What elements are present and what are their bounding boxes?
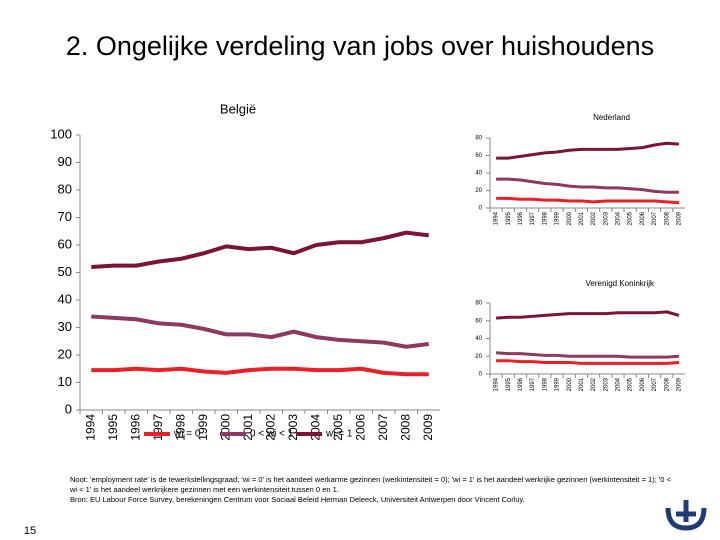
y-tick-label: 60 xyxy=(475,318,482,324)
y-tick-label: 70 xyxy=(58,209,72,224)
series-line xyxy=(91,366,429,377)
y-tick-label: 80 xyxy=(475,301,482,307)
x-tick-label: 1995 xyxy=(106,414,120,441)
x-tick-label: 1997 xyxy=(151,414,165,441)
x-tick-label: 1994 xyxy=(494,377,500,391)
y-tick-label: 30 xyxy=(58,319,72,334)
x-tick-label: 1997 xyxy=(530,377,536,391)
x-tick-label: 2003 xyxy=(603,377,609,391)
logo xyxy=(676,500,696,522)
x-tick-label: 1994 xyxy=(494,211,500,225)
x-tick-label: 2002 xyxy=(591,377,597,391)
series-line xyxy=(496,177,679,194)
y-tick-label: 40 xyxy=(475,336,482,342)
x-tick-label: 2009 xyxy=(676,377,682,391)
series-line xyxy=(496,196,680,205)
x-tick-label: 2008 xyxy=(398,414,412,441)
x-tick-label: 2003 xyxy=(603,211,609,225)
x-tick-label: 2007 xyxy=(652,211,658,225)
x-tick-label: 2007 xyxy=(376,414,390,441)
chart-title: België xyxy=(220,101,256,116)
x-tick-label: 2000 xyxy=(567,377,573,391)
x-tick-label: 2002 xyxy=(591,211,597,225)
x-tick-label: 2005 xyxy=(628,377,634,391)
y-tick-label: 90 xyxy=(58,154,72,169)
y-tick-label: 80 xyxy=(58,181,72,196)
source-text: Bron: EU Labour Force Survey, berekening… xyxy=(70,495,525,504)
legend-label: wi = 1 xyxy=(325,429,353,440)
note-text: Noot: 'employment rate' is de tewerkstel… xyxy=(70,475,671,494)
x-tick-label: 1996 xyxy=(128,414,142,441)
x-tick-label: 2000 xyxy=(567,211,573,225)
x-tick-label: 1996 xyxy=(518,211,524,225)
x-tick-label: 1999 xyxy=(196,414,210,441)
x-tick-label: 2005 xyxy=(331,414,345,441)
chart-title: Nederland xyxy=(593,113,630,122)
x-tick-label: 1999 xyxy=(555,211,561,225)
x-tick-label: 2006 xyxy=(640,377,646,391)
x-tick-label: 2001 xyxy=(579,211,585,225)
series-line xyxy=(496,141,680,160)
x-tick-label: 1997 xyxy=(530,211,536,225)
x-tick-label: 2005 xyxy=(628,211,634,225)
note: Noot: 'employment rate' is de tewerkstel… xyxy=(70,475,680,505)
x-tick-label: 2008 xyxy=(664,211,670,225)
x-tick-label: 1998 xyxy=(542,377,548,391)
x-tick-label: 1995 xyxy=(506,211,512,225)
y-tick-label: 60 xyxy=(58,236,72,251)
x-tick-label: 2006 xyxy=(640,211,646,225)
x-tick-label: 2006 xyxy=(353,414,367,441)
x-tick-label: 2000 xyxy=(218,414,232,441)
series-line xyxy=(91,230,429,269)
x-tick-label: 2004 xyxy=(616,211,622,225)
legend-label: 0 < wi < 1 xyxy=(250,429,294,440)
x-tick-label: 1999 xyxy=(555,377,561,391)
x-tick-label: 2009 xyxy=(676,211,682,225)
x-tick-label: 2002 xyxy=(263,414,277,441)
y-tick-label: 10 xyxy=(58,374,72,389)
x-tick-label: 2007 xyxy=(652,377,658,391)
y-tick-label: 60 xyxy=(475,153,482,159)
x-tick-label: 1998 xyxy=(542,211,548,225)
y-tick-label: 0 xyxy=(65,401,72,416)
y-tick-label: 100 xyxy=(50,126,72,141)
y-tick-label: 40 xyxy=(58,291,72,306)
y-tick-label: 80 xyxy=(475,136,482,142)
y-tick-label: 0 xyxy=(479,206,483,212)
series-line xyxy=(495,351,680,359)
x-tick-label: 2004 xyxy=(616,377,622,391)
y-tick-label: 20 xyxy=(475,188,482,194)
x-tick-label: 1994 xyxy=(83,414,97,441)
series-line xyxy=(495,310,680,320)
legend-label: wi = 0 xyxy=(173,429,201,440)
y-tick-label: 50 xyxy=(58,264,72,279)
x-tick-label: 2009 xyxy=(421,414,435,441)
y-tick-label: 40 xyxy=(475,171,482,177)
x-tick-label: 2001 xyxy=(579,377,585,391)
x-tick-label: 2008 xyxy=(664,377,670,391)
x-tick-label: 1995 xyxy=(506,377,512,391)
x-tick-label: 1998 xyxy=(173,414,187,441)
page-number: 15 xyxy=(24,525,36,537)
x-tick-label: 1996 xyxy=(518,377,524,391)
slide-title: 2. Ongelijke verdeling van jobs over hui… xyxy=(66,31,654,61)
series-line xyxy=(91,314,429,349)
logo xyxy=(665,507,707,531)
y-tick-label: 0 xyxy=(479,372,483,378)
y-tick-label: 20 xyxy=(475,354,482,360)
y-tick-label: 20 xyxy=(58,346,72,361)
chart-title: Verenigd Koninkrijk xyxy=(586,279,655,288)
series-line xyxy=(496,359,680,365)
x-tick-label: 2004 xyxy=(308,414,322,441)
